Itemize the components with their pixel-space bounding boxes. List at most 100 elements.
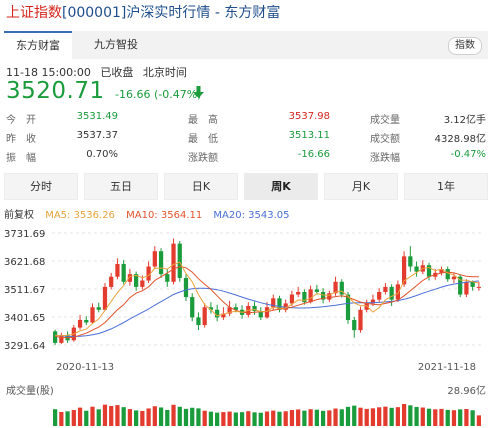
- candle-body: [215, 309, 220, 318]
- volume-bar: [377, 407, 382, 426]
- candle-body: [208, 307, 214, 310]
- candle-body: [190, 297, 195, 318]
- volume-bar: [320, 410, 326, 426]
- stat-label-open: 今 开: [6, 115, 36, 126]
- period-monthly-k[interactable]: 月K: [324, 173, 398, 200]
- volume-bar: [90, 406, 95, 426]
- volume-bar: [277, 411, 282, 426]
- volume-bar: [202, 410, 207, 426]
- ma5-line: [55, 261, 480, 337]
- volume-bar: [102, 404, 108, 426]
- candle-body: [90, 307, 95, 323]
- candle-body: [283, 303, 288, 310]
- volume-bar: [458, 409, 463, 426]
- volume-bar: [314, 409, 319, 426]
- candle-body: [464, 281, 469, 295]
- index-name[interactable]: 上证指数: [6, 5, 62, 21]
- kline-chart[interactable]: 3731.69 3621.68 3511.67 3401.65 3291.64 2020-…: [0, 220, 492, 378]
- candle-body: [470, 281, 475, 287]
- candle-body: [196, 317, 201, 326]
- x-tick-label: 2020-11-13: [56, 362, 114, 373]
- candle-body: [277, 298, 282, 310]
- candle-body: [221, 313, 226, 318]
- candle-body: [383, 286, 388, 292]
- tab-jiufang[interactable]: 九方智投: [94, 38, 138, 51]
- candle-body: [308, 289, 313, 303]
- stat-value-high: 3537.98: [288, 111, 330, 122]
- period-intraday[interactable]: 分时: [4, 173, 78, 200]
- source-tabbar: 东方财富 九方智投 指数: [4, 31, 488, 59]
- volume-bar: [370, 408, 376, 426]
- candle-body: [121, 263, 126, 282]
- volume-bar: [339, 409, 344, 426]
- stat-label-turnover: 成交额: [370, 134, 400, 145]
- volume-chart: [52, 404, 482, 426]
- candle-body: [227, 307, 232, 314]
- volume-bar: [476, 415, 482, 426]
- candle-body: [258, 311, 263, 318]
- stat-value-open: 3531.49: [76, 111, 118, 122]
- stat-row: 昨 收 3537.37 最 低 3513.11 成交额 4328.98亿: [4, 127, 488, 146]
- period-daily-k[interactable]: 日K: [164, 173, 238, 200]
- volume-bar: [109, 406, 114, 426]
- candle-body: [358, 309, 363, 331]
- candle-body: [377, 291, 382, 300]
- tab-eastmoney[interactable]: 东方财富: [4, 31, 72, 59]
- volume-bar: [414, 406, 419, 426]
- volume-bar: [258, 412, 263, 426]
- volume-bar: [171, 404, 176, 426]
- candle-body: [414, 266, 419, 272]
- stat-value-change-amount: -16.66: [297, 149, 330, 160]
- volume-bar: [439, 408, 444, 426]
- candle-body: [426, 265, 432, 277]
- candle-body: [177, 243, 182, 278]
- period-5day[interactable]: 五日: [84, 173, 158, 200]
- candle-body: [134, 274, 139, 287]
- legend-ma20: MA20: 3543.05: [213, 210, 290, 221]
- candle-body: [96, 307, 101, 310]
- candle-body: [271, 298, 276, 308]
- volume-bar: [352, 405, 357, 426]
- candle-body: [345, 294, 351, 320]
- quote-datetime: 11-18 15:00:00: [6, 66, 91, 79]
- volume-bar: [140, 410, 145, 426]
- volume-bar: [183, 408, 189, 426]
- volume-bar: [239, 412, 245, 426]
- ma20-line: [55, 280, 479, 338]
- volume-bar: [327, 410, 332, 426]
- volume-bar: [121, 407, 126, 426]
- candle-body: [352, 319, 357, 331]
- period-selector: 分时 五日 日K 周K 月K 1年: [4, 173, 488, 200]
- volume-bar: [426, 408, 432, 426]
- candle-body: [445, 269, 450, 280]
- volume-bar: [134, 410, 139, 426]
- candle-body: [109, 276, 114, 287]
- candle-body: [102, 286, 108, 310]
- candle-body: [289, 294, 295, 304]
- volume-bar: [389, 407, 394, 426]
- ma-legend: 前复权 MA5: 3536.26 MA10: 3564.11 MA20: 354…: [4, 206, 297, 221]
- adjust-mode[interactable]: 前复权: [4, 210, 34, 221]
- y-tick-label: 3291.64: [4, 341, 45, 352]
- candle-body: [202, 307, 207, 326]
- candle-body: [127, 274, 133, 282]
- volume-max-label: 28.96亿: [447, 386, 486, 397]
- period-weekly-k[interactable]: 周K: [244, 173, 318, 200]
- candle-body: [395, 284, 400, 300]
- volume-bar: [271, 410, 276, 426]
- volume-bar: [433, 409, 438, 426]
- candle-body: [458, 276, 463, 295]
- candle-body: [52, 331, 58, 343]
- volume-bar: [221, 412, 226, 426]
- index-button[interactable]: 指数: [448, 37, 482, 55]
- volume-bar: [383, 406, 388, 426]
- stat-value-turnover: 4328.98亿: [434, 134, 486, 145]
- candle-body: [333, 281, 338, 294]
- stat-value-amplitude: 0.70%: [86, 149, 118, 160]
- candle-body: [296, 291, 301, 295]
- period-1year[interactable]: 1年: [404, 173, 488, 200]
- y-tick-label: 3731.69: [4, 229, 45, 240]
- volume-bar: [358, 407, 363, 426]
- candle-body: [264, 307, 270, 318]
- volume-bar: [215, 412, 220, 426]
